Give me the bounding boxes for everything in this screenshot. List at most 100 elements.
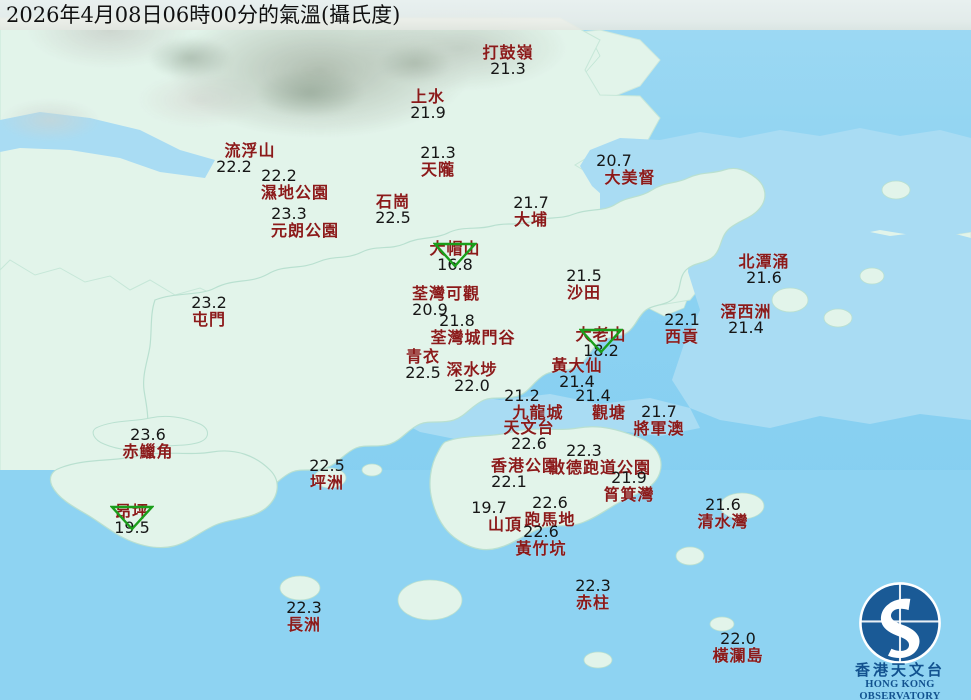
station-7[interactable]: 21.7 大埔	[513, 193, 549, 229]
station-35[interactable]: 22.3 赤柱	[575, 576, 611, 612]
station-name: 赤柱	[575, 593, 610, 612]
station-10[interactable]: 北潭涌 21.6	[738, 253, 789, 286]
station-temperature: 21.6	[746, 268, 782, 287]
station-temperature: 23.2	[191, 293, 227, 312]
station-name: 橫瀾島	[712, 646, 764, 665]
station-name: 香港公園	[490, 456, 560, 475]
island-waglan	[709, 616, 735, 632]
station-temperature: 22.2	[261, 166, 297, 185]
station-temperature: 21.4	[559, 372, 595, 391]
station-31[interactable]: 21.6 清水灣	[697, 497, 749, 531]
station-22[interactable]: 21.4 觀塘	[575, 388, 627, 422]
station-18[interactable]: 青衣 22.5	[405, 348, 441, 381]
station-26[interactable]: 22.3 啟德跑道公園	[548, 443, 652, 477]
station-name: 黃大仙	[551, 356, 603, 375]
station-12[interactable]: 荃灣可觀 20.9	[412, 285, 480, 318]
station-13[interactable]: 23.2 屯門	[191, 293, 227, 329]
station-name: 上水	[410, 87, 445, 106]
station-name: 清水灣	[697, 512, 749, 531]
station-name: 滘西洲	[720, 302, 772, 321]
station-37[interactable]: 22.0 橫瀾島	[712, 631, 764, 665]
station-name: 深水埗	[446, 360, 498, 379]
station-21[interactable]: 21.2 九龍城	[504, 388, 563, 422]
station-name: 坪洲	[309, 473, 344, 492]
station-temperature: 21.4	[575, 386, 611, 405]
station-temperature: 22.5	[375, 208, 411, 227]
title-background	[0, 0, 971, 30]
station-1[interactable]: 上水 21.9	[410, 88, 446, 121]
station-15[interactable]: 21.8 荃灣城門谷	[430, 313, 516, 347]
island-lamma	[397, 579, 463, 621]
station-name: 將軍澳	[633, 419, 685, 438]
station-temperature: 22.3	[566, 441, 602, 460]
station-name: 筲箕灣	[603, 485, 655, 504]
station-temperature: 21.7	[641, 402, 677, 421]
station-name: 青衣	[405, 347, 440, 366]
station-temperature: 22.3	[575, 576, 611, 595]
station-name: 山頂	[487, 515, 522, 534]
station-25[interactable]: 23.6 赤鱲角	[122, 425, 173, 461]
station-name: 大美督	[604, 168, 656, 187]
station-name: 黃竹坑	[515, 539, 567, 558]
station-20[interactable]: 深水埗 22.0	[446, 361, 497, 394]
island-clear-water-bay	[719, 492, 765, 520]
station-name: 打鼓嶺	[482, 43, 534, 62]
station-19[interactable]: 黃大仙 21.4	[551, 357, 602, 390]
station-23[interactable]: 21.7 將軍澳	[633, 402, 685, 438]
station-name: 天文台	[503, 418, 555, 437]
station-name: 大埔	[513, 210, 548, 229]
station-32[interactable]: 19.7 山頂	[471, 500, 523, 534]
station-temperature: 21.3	[490, 59, 526, 78]
station-28[interactable]: 22.5 坪洲	[309, 458, 345, 492]
island-hei-ling	[361, 463, 383, 477]
station-30[interactable]: 22.6 跑馬地	[524, 493, 575, 529]
station-4[interactable]: 20.7 大美督	[596, 153, 656, 187]
station-11[interactable]: 21.5 沙田	[566, 268, 602, 302]
station-name: 濕地公園	[260, 183, 330, 202]
station-16[interactable]: 22.1 西貢	[664, 310, 700, 346]
station-2[interactable]: 流浮山 22.2	[216, 142, 275, 175]
hko-swirl-icon	[859, 582, 941, 664]
station-temperature: 22.2	[216, 157, 252, 176]
station-temperature: 22.5	[405, 363, 441, 382]
station-5[interactable]: 22.2 濕地公園	[260, 168, 330, 202]
hko-name-zh: 香港天文台	[854, 661, 945, 679]
island-sai-kung-1	[771, 287, 809, 313]
station-temperature: 22.3	[286, 598, 322, 617]
station-temperature: 21.7	[513, 193, 549, 212]
station-temperature: 23.6	[130, 425, 166, 444]
station-marker-triangle	[109, 505, 155, 536]
station-temperature: 22.0	[454, 376, 490, 395]
station-marker-triangle	[432, 242, 478, 273]
station-temperature: 22.1	[491, 472, 527, 491]
station-temperature: 22.6	[532, 493, 568, 512]
station-name: 北潭涌	[738, 252, 790, 271]
station-24[interactable]: 天文台 22.6	[503, 419, 554, 452]
land-lantau	[49, 450, 278, 549]
station-temperature: 20.7	[596, 151, 632, 170]
station-name: 天隴	[420, 160, 455, 179]
station-27[interactable]: 香港公園 22.1	[491, 457, 559, 490]
small-islands	[279, 180, 911, 669]
station-8[interactable]: 23.3 元朗公園	[270, 206, 340, 240]
station-temperature: 22.1	[664, 310, 700, 329]
station-3[interactable]: 21.3 天隴	[420, 143, 456, 179]
station-36[interactable]: 22.3 長洲	[286, 598, 322, 634]
island-peng-chau	[313, 467, 347, 489]
station-0[interactable]: 打鼓嶺 21.3	[482, 44, 533, 77]
station-name: 石崗	[375, 192, 410, 211]
station-name: 元朗公園	[270, 221, 340, 240]
station-34[interactable]: 22.6 黃竹坑	[515, 524, 567, 558]
station-29[interactable]: 21.9 筲箕灣	[603, 470, 655, 504]
station-name: 荃灣城門谷	[430, 328, 516, 347]
station-6[interactable]: 石崗 22.5	[375, 193, 411, 226]
land-chek-lap-kok	[92, 415, 208, 451]
station-marker-triangle	[578, 328, 624, 359]
station-name: 沙田	[566, 283, 601, 302]
water-sai-kung	[672, 222, 971, 428]
station-temperature: 21.3	[420, 143, 456, 162]
station-name: 啟德跑道公園	[548, 458, 652, 477]
station-14[interactable]: 滘西洲 21.4	[720, 303, 771, 336]
